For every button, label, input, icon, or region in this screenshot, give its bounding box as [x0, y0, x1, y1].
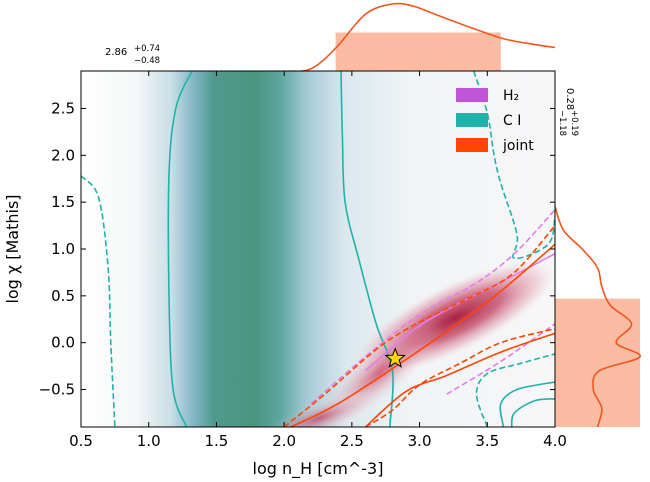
x-tick-label: 1.0 — [137, 432, 161, 450]
y-tick-label: 1.0 — [51, 240, 75, 258]
h2-contour-outer-dashed-0 — [310, 209, 555, 405]
ci-contour-outer-dashed-2 — [81, 175, 116, 427]
x-tick-label: 2.5 — [340, 432, 364, 450]
y-tick-label: −0.5 — [39, 381, 75, 399]
ci-density-background — [81, 71, 555, 427]
x-tick-label: 3.0 — [408, 432, 432, 450]
legend-label-ci: C I — [503, 113, 521, 129]
right-marginal-density-curve — [554, 206, 641, 428]
y-tick-label: 0.0 — [51, 334, 75, 352]
top-marginal-annotation: 2.86 — [105, 47, 127, 58]
x-axis-label: log n_H [cm^-3] — [253, 459, 384, 479]
top-marginal-annotation-lower: −0.48 — [134, 56, 160, 66]
joint-contour-outer-dashed-0 — [283, 225, 555, 427]
y-tick-label: 2.0 — [51, 146, 75, 164]
y-tick-label: 1.5 — [51, 193, 75, 211]
y-tick-label: 2.5 — [51, 99, 75, 117]
ci-contour-inner-solid-5 — [499, 381, 555, 427]
joint-contour-inner-solid-3 — [364, 332, 555, 427]
ci-contour-outer-dashed-3 — [472, 71, 555, 260]
right-marginal-annotation-upper: +0.19 — [569, 110, 579, 136]
x-tick-label: 0.5 — [69, 432, 93, 450]
legend: H₂ C I joint — [456, 88, 534, 154]
y-axis-label: log χ [Mathis] — [3, 194, 22, 303]
top-marginal-shaded-interval — [335, 32, 501, 72]
right-marginal-annotation: 0.28 — [564, 88, 575, 110]
joint-density-ridge — [263, 260, 555, 427]
contour-lines — [81, 71, 555, 427]
legend-swatch-ci — [456, 113, 488, 127]
x-axis: 0.5 1.0 1.5 2.0 2.5 3.0 3.5 4.0 — [69, 71, 567, 450]
joint-density-lower-tail — [263, 392, 377, 427]
x-tick-label: 1.5 — [204, 432, 228, 450]
x-tick-label: 3.5 — [475, 432, 499, 450]
best-fit-star — [384, 347, 407, 368]
right-marginal-annotation-group: 0.28 +0.19 −1.18 — [557, 88, 579, 136]
main-panel: 0.5 1.0 1.5 2.0 2.5 3.0 3.5 4.0 −0.5 0.0 0.5 1.0 1.… — [3, 70, 567, 479]
ci-contour-inner-solid-1 — [340, 71, 394, 427]
top-marginal-annotation-upper: +0.74 — [134, 44, 160, 54]
ci-contour-inner-solid-6 — [510, 398, 555, 427]
x-tick-label: 4.0 — [543, 432, 567, 450]
right-marginal-shaded-interval — [555, 298, 640, 427]
h2-contour-outer-dashed-1 — [446, 323, 555, 395]
x-tick-label: 2.0 — [272, 432, 296, 450]
y-tick-label: 0.5 — [51, 287, 75, 305]
legend-label-h2: H₂ — [503, 88, 519, 104]
ci-contour-inner-solid-0 — [167, 71, 193, 427]
joint-contour-inner-solid-2 — [290, 243, 555, 427]
legend-swatch-h2 — [456, 88, 488, 102]
right-marginal: 0.28 +0.19 −1.18 — [554, 88, 641, 428]
y-axis: −0.5 0.0 0.5 1.0 1.5 2.0 2.5 — [39, 99, 555, 399]
joint-contour-outer-dashed-1 — [364, 327, 555, 427]
legend-swatch-joint — [456, 138, 488, 152]
ci-contour-outer-dashed-4 — [475, 353, 555, 427]
top-marginal: 2.86 +0.74 −0.48 — [81, 2, 556, 73]
legend-label-joint: joint — [502, 138, 534, 154]
right-marginal-annotation-lower: −1.18 — [557, 110, 567, 136]
